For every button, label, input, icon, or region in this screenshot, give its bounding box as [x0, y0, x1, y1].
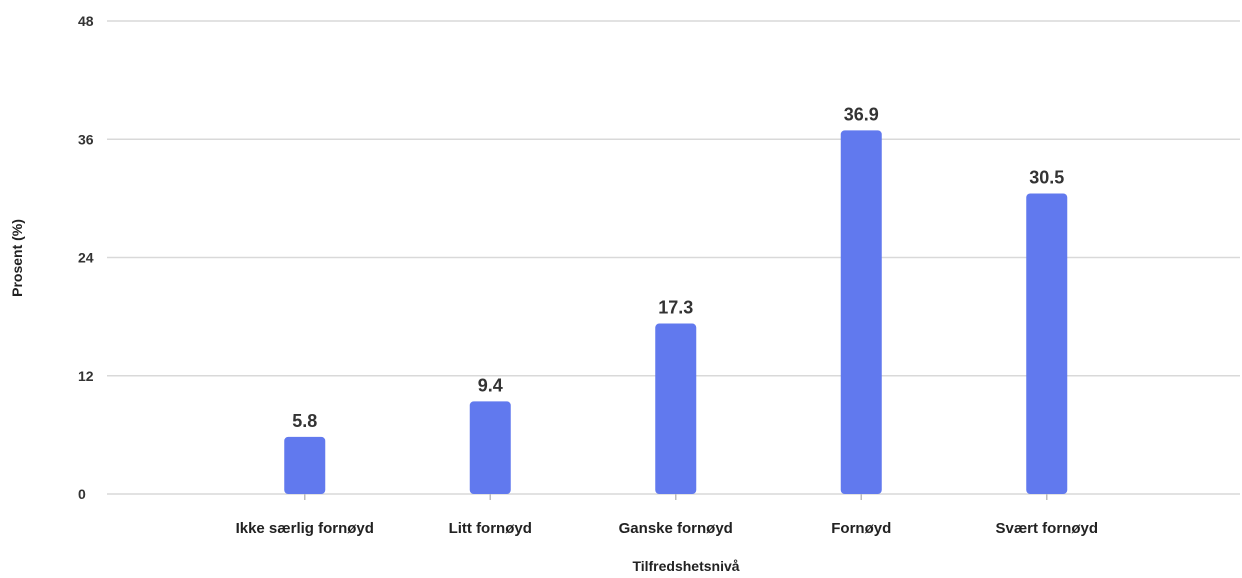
x-axis-title: Tilfredshetsnivå	[632, 558, 739, 574]
y-tick-label: 48	[78, 13, 94, 29]
bar	[469, 401, 511, 494]
bar	[284, 436, 326, 494]
x-tick-label: Ganske fornøyd	[619, 520, 733, 537]
value-labels: 5.8 9.4 17.3 36.9 30.5	[292, 104, 1064, 430]
x-tick-label: Svært fornøyd	[995, 520, 1098, 537]
y-tick-label: 24	[78, 250, 94, 266]
bar	[840, 130, 882, 494]
x-tick-label: Litt fornøyd	[449, 520, 532, 537]
x-tick-label: Fornøyd	[831, 520, 891, 537]
y-tick-label: 12	[78, 368, 94, 384]
y-axis-title: Prosent (%)	[9, 219, 25, 297]
bars	[284, 130, 1068, 494]
data-label: 9.4	[478, 375, 503, 395]
bar	[655, 323, 697, 494]
data-label: 5.8	[292, 411, 317, 431]
bar	[1026, 193, 1068, 494]
data-label: 30.5	[1029, 167, 1064, 187]
y-axis-ticks: 0 12 24 36 48	[78, 13, 94, 502]
x-axis-ticks: Ikke særlig fornøyd Litt fornøyd Ganske fo…	[236, 494, 1098, 537]
data-label: 17.3	[658, 298, 693, 318]
y-tick-label: 36	[78, 131, 94, 147]
y-tick-label: 0	[78, 486, 86, 502]
data-label: 36.9	[844, 104, 879, 124]
x-tick-label: Ikke særlig fornøyd	[236, 520, 374, 537]
